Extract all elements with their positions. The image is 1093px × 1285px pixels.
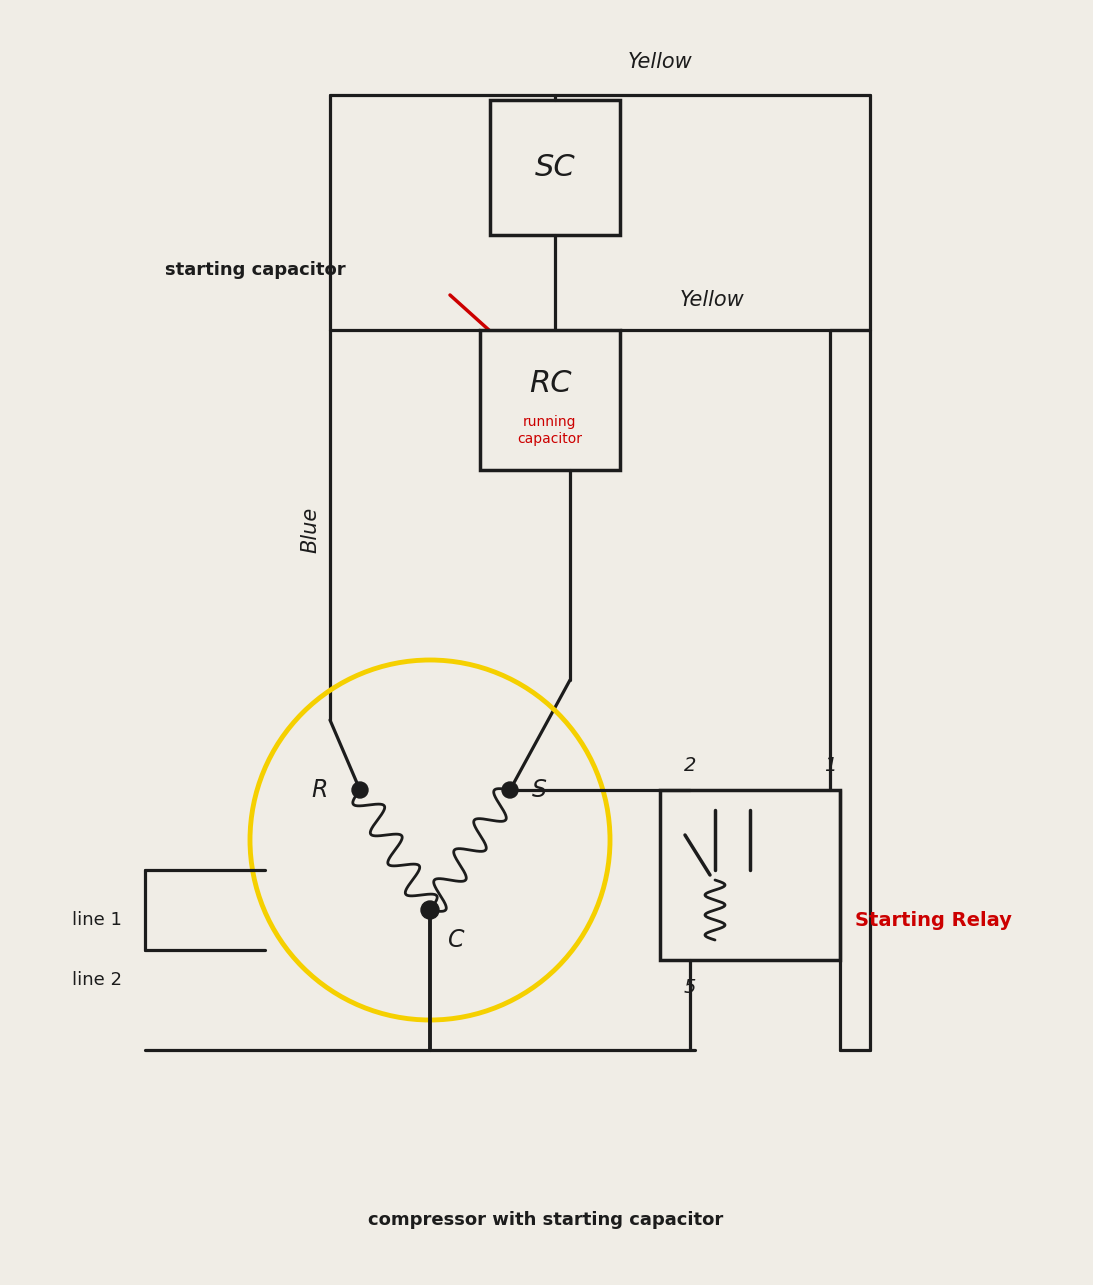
Text: 1: 1 — [824, 756, 836, 775]
Text: S: S — [532, 777, 546, 802]
Text: line 1: line 1 — [72, 911, 122, 929]
Text: starting capacitor: starting capacitor — [165, 261, 345, 279]
Text: Starting Relay: Starting Relay — [855, 911, 1012, 929]
Text: Yellow: Yellow — [680, 290, 744, 310]
Text: running
capacitor: running capacitor — [517, 415, 583, 446]
Circle shape — [502, 783, 518, 798]
Text: 5: 5 — [684, 978, 696, 997]
Bar — [490, 100, 620, 235]
Text: C: C — [448, 928, 465, 952]
Text: 2: 2 — [684, 756, 696, 775]
Text: SC: SC — [534, 153, 575, 182]
Text: RC: RC — [529, 369, 572, 397]
Text: Yellow: Yellow — [627, 51, 692, 72]
Circle shape — [352, 783, 368, 798]
Bar — [480, 330, 620, 470]
Text: Blue: Blue — [299, 506, 320, 553]
Text: R: R — [312, 777, 328, 802]
Text: line 2: line 2 — [72, 971, 122, 989]
Bar — [660, 790, 841, 960]
Circle shape — [421, 901, 439, 919]
Text: compressor with starting capacitor: compressor with starting capacitor — [368, 1210, 724, 1228]
